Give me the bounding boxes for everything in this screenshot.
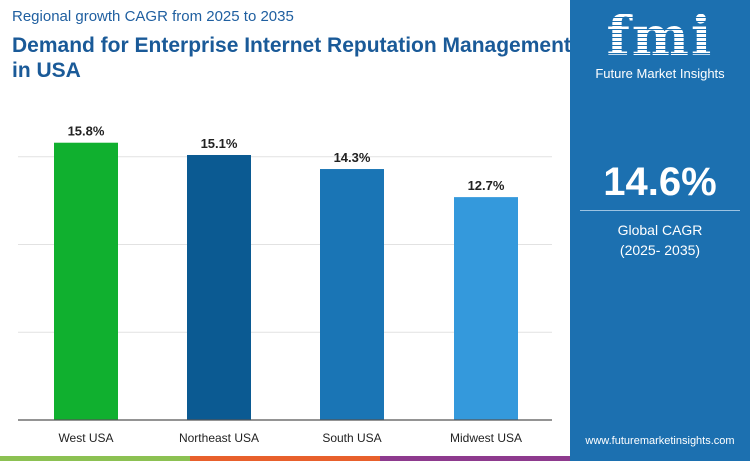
footer-strip-purple — [380, 456, 570, 461]
chart-title: Demand for Enterprise Internet Reputatio… — [12, 34, 571, 82]
x-tick-label: West USA — [58, 431, 113, 445]
x-tick-label: South USA — [322, 431, 381, 445]
x-tick-label: Northeast USA — [179, 431, 259, 445]
cagr-caption: Global CAGR (2025- 2035) — [570, 220, 750, 260]
global-cagr-value: 14.6% — [603, 160, 717, 204]
x-tick-label: Midwest USA — [450, 431, 522, 445]
footer-strip-orange — [190, 456, 380, 461]
footer-strip-green — [0, 456, 190, 461]
bar-chart: 15.8% West USA 15.1% Northeast USA 14.3% Sout… — [18, 124, 552, 445]
bar-value-label: 12.7% — [468, 178, 505, 193]
bar — [187, 154, 251, 420]
bar — [454, 197, 518, 420]
bar-value-label: 15.1% — [201, 136, 238, 151]
website-link[interactable]: www.futuremarketinsights.com — [585, 435, 735, 447]
global-cagr-label: Global CAGR — [617, 222, 703, 238]
summary-panel: fmi Future Market Insights 14.6% Global … — [570, 0, 750, 461]
fmi-logo: fmi Future Market Insights — [570, 6, 750, 81]
bar-value-label: 15.8% — [68, 124, 105, 139]
bar — [54, 142, 118, 420]
chart-subtitle: Regional growth CAGR from 2025 to 2035 — [12, 8, 294, 25]
cagr-period: (2025- 2035) — [619, 242, 701, 258]
divider — [580, 210, 740, 211]
bar-value-label: 14.3% — [334, 150, 371, 165]
bar — [320, 169, 384, 420]
brand-name: Future Market Insights — [595, 66, 725, 81]
logo-mark: fmi — [570, 6, 750, 66]
